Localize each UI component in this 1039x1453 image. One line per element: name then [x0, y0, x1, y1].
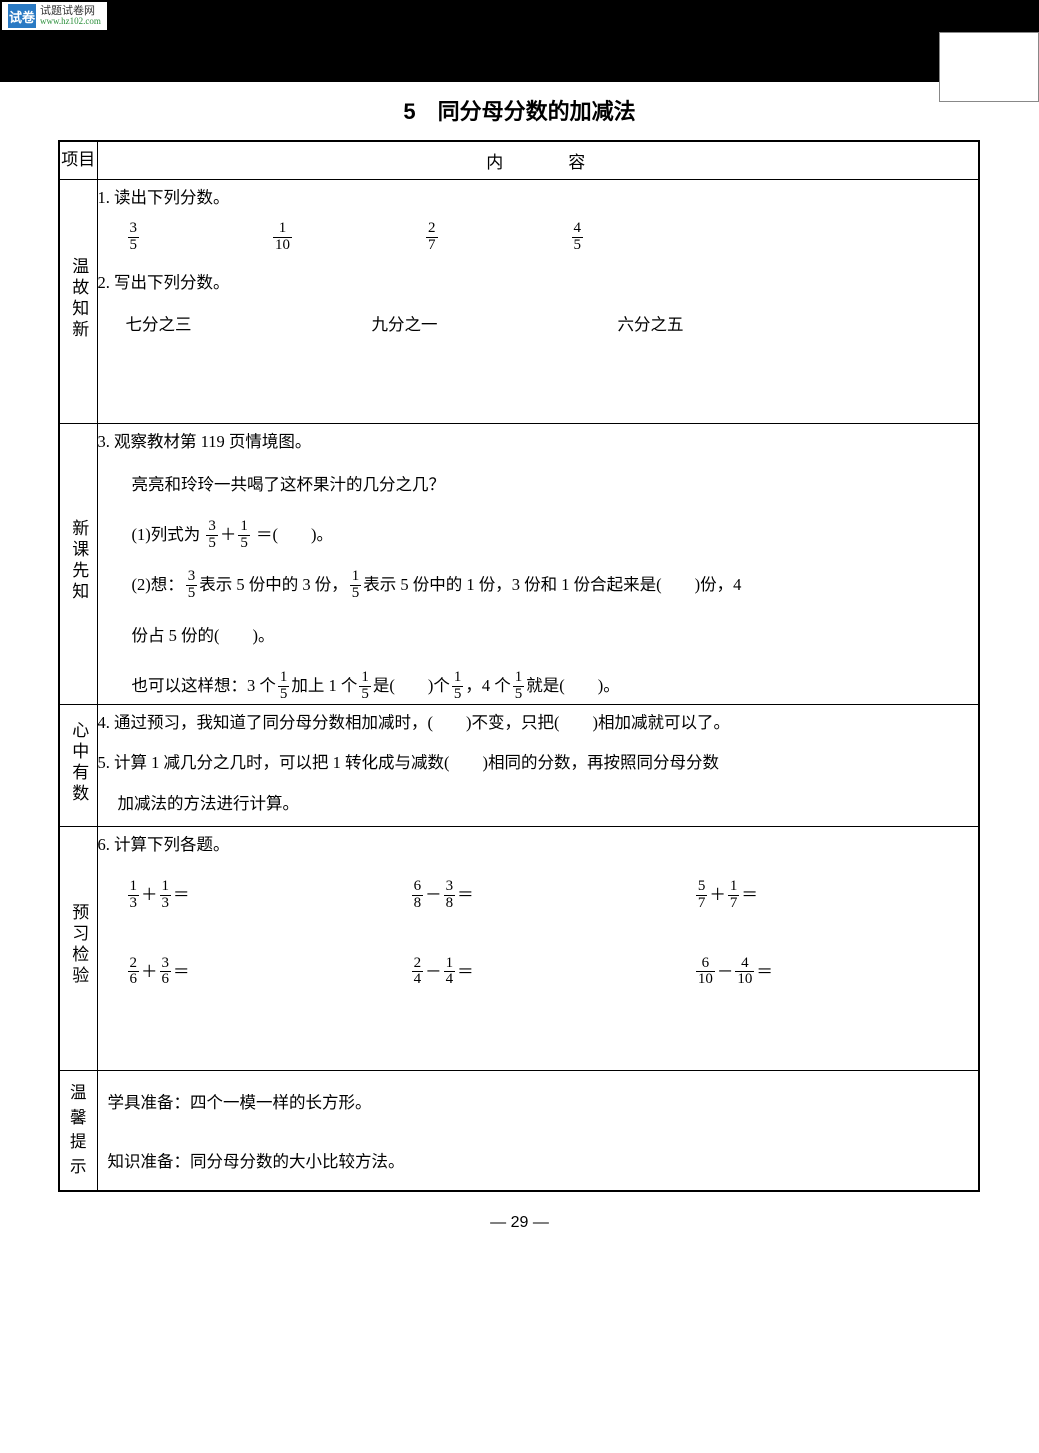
frac-1-10: 110 — [273, 221, 292, 254]
q1-fractions: 35 110 27 45 — [98, 222, 979, 255]
sub-black-bar — [0, 32, 1039, 82]
content-table: 项目 内 容 温故知新 1. 读出下列分数。 35 110 27 45 2. 写… — [58, 140, 980, 1192]
top-right-box — [939, 32, 1039, 102]
r3-l3: 加减法的方法进行计算。 — [98, 786, 979, 822]
eq-5: 24－14＝ — [410, 954, 694, 990]
tips-l2: 知识准备：同分母分数的大小比较方法。 — [97, 1130, 979, 1191]
page-number: — 29 — — [0, 1192, 1039, 1242]
row3-body: 4. 通过预习，我知道了同分母分数相加减时，( )不变，只把( )相加减就可以了… — [97, 705, 979, 827]
eq-6: 610－410＝ — [694, 954, 978, 990]
tips-l1: 学具准备：四个一模一样的长方形。 — [97, 1070, 979, 1130]
site-logo: 试卷 试题试卷网 www.hz102.com — [2, 2, 107, 30]
row1-body: 1. 读出下列分数。 35 110 27 45 2. 写出下列分数。 七分之三 … — [97, 180, 979, 424]
eq-4: 26＋36＝ — [126, 954, 410, 990]
frac-2-7: 27 — [426, 221, 438, 254]
top-black-bar: 试卷 试题试卷网 www.hz102.com — [0, 0, 1039, 32]
row2-body: 3. 观察教材第 119 页情境图。 亮亮和玲玲一共喝了这杯果汁的几分之几？ (… — [97, 424, 979, 705]
write-3: 六分之五 — [618, 307, 684, 343]
row4-label: 预习检验 — [59, 827, 97, 1071]
eq-1: 13＋13＝ — [126, 877, 410, 913]
r2-l6: 也可以这样想：3 个15加上 1 个15是( )个15，4 个15就是( )。 — [98, 668, 979, 704]
r2-l1: 3. 观察教材第 119 页情境图。 — [98, 424, 979, 460]
frac-4-5: 45 — [572, 221, 584, 254]
q2-text: 2. 写出下列分数。 — [98, 265, 979, 301]
eq-3: 57＋17＝ — [694, 877, 978, 913]
r3-l1: 4. 通过预习，我知道了同分母分数相加减时，( )不变，只把( )相加减就可以了… — [98, 705, 979, 741]
r4-q: 6. 计算下列各题。 — [98, 827, 979, 863]
row5-label: 温馨 提示 — [59, 1070, 97, 1191]
calc-row-1: 13＋13＝ 68－38＝ 57＋17＝ — [98, 877, 979, 913]
row4-body: 6. 计算下列各题。 13＋13＝ 68－38＝ 57＋17＝ 26＋36＝ 2… — [97, 827, 979, 1071]
write-1: 七分之三 — [126, 307, 192, 343]
calc-row-2: 26＋36＝ 24－14＝ 610－410＝ — [98, 954, 979, 990]
r3-l2: 5. 计算 1 减几分之几时，可以把 1 转化成与减数( )相同的分数，再按照同… — [98, 745, 979, 781]
q2-items: 七分之三 九分之一 六分之五 — [98, 307, 979, 343]
row1-label: 温故知新 — [59, 180, 97, 424]
frac-3-5: 35 — [128, 221, 140, 254]
logo-url: www.hz102.com — [40, 17, 101, 26]
r2-l5: 份占 5 份的( )。 — [98, 618, 979, 654]
logo-icon: 试卷 — [8, 4, 36, 28]
r2-l4: (2)想：35表示 5 份中的 3 份，15表示 5 份中的 1 份，3 份和 … — [98, 567, 979, 603]
page-title: 5 同分母分数的加减法 — [0, 82, 1039, 140]
eq-2: 68－38＝ — [410, 877, 694, 913]
header-col2: 内 容 — [97, 141, 979, 180]
r2-l2: 亮亮和玲玲一共喝了这杯果汁的几分之几？ — [98, 467, 979, 503]
write-2: 九分之一 — [372, 307, 438, 343]
q1-text: 1. 读出下列分数。 — [98, 180, 979, 216]
row2-label: 新课先知 — [59, 424, 97, 705]
row3-label: 心中有数 — [59, 705, 97, 827]
r2-l3: (1)列式为 35＋15 ＝( )。 — [98, 517, 979, 553]
header-col1: 项目 — [59, 141, 97, 180]
